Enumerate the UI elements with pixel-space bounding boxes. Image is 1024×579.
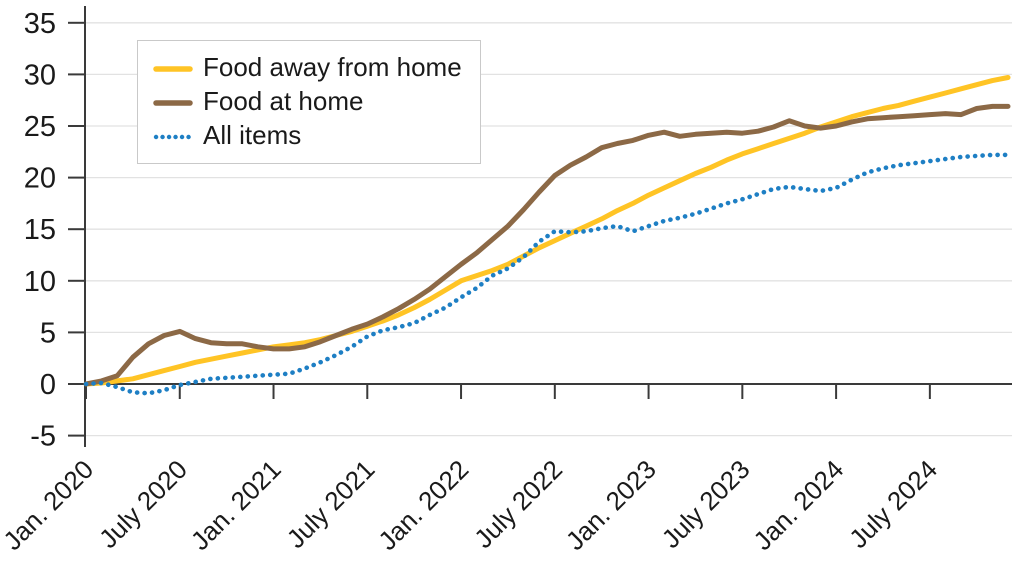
y-tick-label: 25 xyxy=(24,111,56,143)
x-tick-label: July 2021 xyxy=(281,454,381,554)
y-tick-label: 15 xyxy=(24,214,56,246)
y-tick-label: 30 xyxy=(24,59,56,91)
y-tick-label: 5 xyxy=(40,317,56,349)
legend-label-food-away-from-home: Food away from home xyxy=(203,52,462,82)
legend-swatch-all-items-dotted-line-icon xyxy=(153,130,193,142)
legend-item-food-away-from-home: Food away from home xyxy=(153,51,462,85)
y-tick-label: 0 xyxy=(40,369,56,401)
x-tick-label: July 2024 xyxy=(843,454,943,554)
x-tick-label: Jan. 2023 xyxy=(560,454,662,556)
series-line-food-at-home xyxy=(83,103,1011,387)
series-line-all-items xyxy=(83,152,1011,396)
legend-swatch-line xyxy=(153,66,193,72)
legend-swatch-food-at-home-line-icon xyxy=(153,96,193,108)
legend-item-food-at-home: Food at home xyxy=(153,85,462,119)
legend-swatch-line xyxy=(153,134,193,140)
x-tick-label: Jan. 2024 xyxy=(747,454,849,556)
x-tick-label: July 2023 xyxy=(656,454,756,554)
legend-label-food-at-home: Food at home xyxy=(203,86,364,116)
y-tick-label: 35 xyxy=(24,8,56,40)
y-tick-label: 20 xyxy=(24,163,56,195)
x-tick-label: Jan. 2022 xyxy=(372,454,474,556)
chart-legend: Food away from home Food at home All ite… xyxy=(137,40,481,164)
legend-swatch-line xyxy=(153,100,193,106)
x-tick-label: Jan. 2021 xyxy=(185,454,287,556)
x-tick-label: July 2022 xyxy=(468,454,568,554)
series-line-food-away-from-home xyxy=(83,75,1011,387)
y-tick-label: -5 xyxy=(30,421,56,453)
x-tick-label: July 2020 xyxy=(93,454,193,554)
legend-swatch-food-away-from-home-line-icon xyxy=(153,62,193,74)
x-tick-label: Jan. 2020 xyxy=(0,454,99,556)
legend-item-all-items: All items xyxy=(153,119,462,153)
y-tick-label: 10 xyxy=(24,266,56,298)
legend-label-all-items: All items xyxy=(203,120,302,150)
